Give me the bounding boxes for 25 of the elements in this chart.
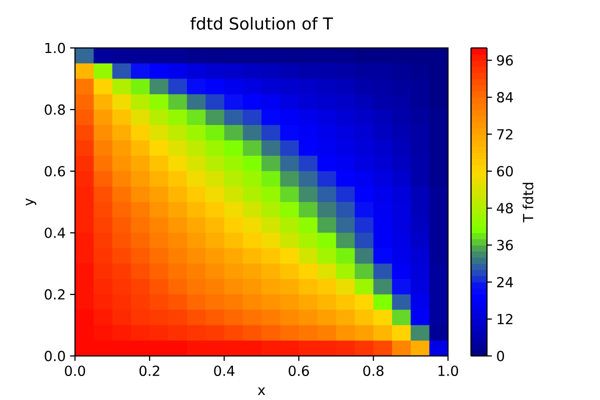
y-tick-label: 0.8 [44,104,65,115]
color-bar-label: 48 [496,202,513,214]
y-axis-title: y [26,198,36,206]
color-bar-label: 96 [497,55,513,66]
color-bar-label: 12 [498,314,512,324]
color-bar-label: 60 [497,166,513,176]
color-bar-label: 0 [497,350,504,362]
y-tick-label: 0.4 [44,228,66,238]
color-bar-label: 72 [497,129,512,140]
color-bar-label: 24 [497,276,513,288]
y-tick-label: 0.0 [44,350,65,362]
x-tick-label: 0.0 [64,366,86,376]
x-tick-label: 1.0 [438,366,458,376]
y-tick-label: 1.0 [45,42,65,54]
chart-title: fdtd Solution of T [190,16,334,30]
y-tick-label: 0.6 [44,166,65,176]
y-tick-label: 0.2 [44,289,64,300]
x-axis-title: x [258,387,266,395]
color-bar-label: 36 [497,240,513,250]
color-bar-title: T fdtd [522,182,534,222]
x-tick-label: 0.8 [363,366,384,376]
color-bar-label: 84 [497,92,513,102]
x-tick-label: 0.6 [288,366,309,376]
x-tick-label: 0.4 [214,366,234,376]
x-tick-label: 0.2 [140,366,160,376]
